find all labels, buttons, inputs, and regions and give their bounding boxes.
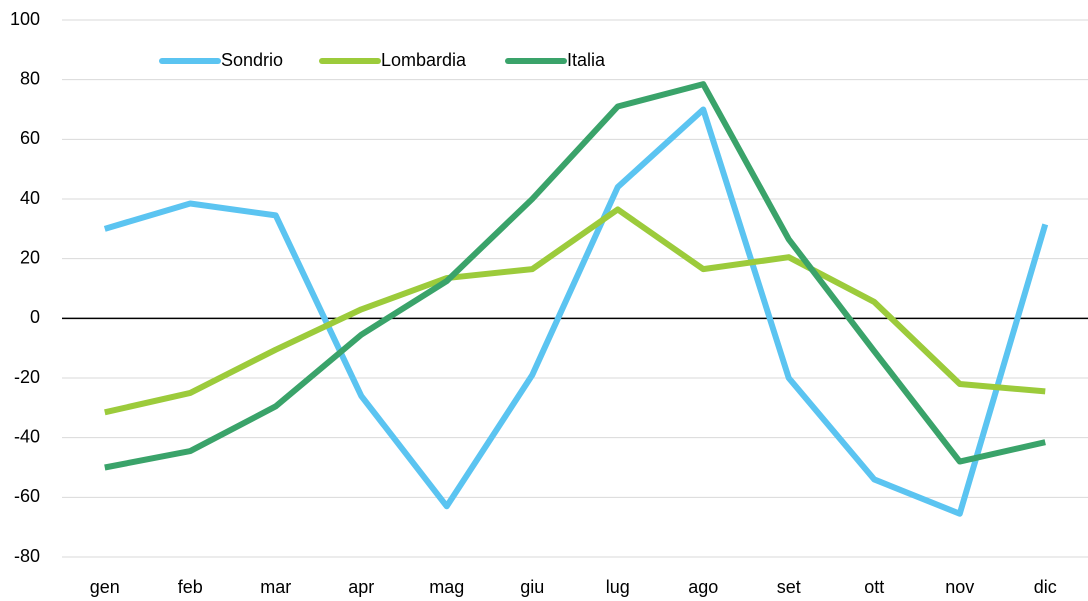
x-tick-label: giu xyxy=(520,577,544,597)
x-tick-label: ago xyxy=(688,577,718,597)
x-tick-label: gen xyxy=(90,577,120,597)
x-tick-label: lug xyxy=(606,577,630,597)
series-line xyxy=(104,206,1046,416)
x-tick-label: nov xyxy=(945,577,974,597)
x-tick-label: feb xyxy=(178,577,203,597)
y-tick-label: 20 xyxy=(20,247,40,267)
legend-label: Italia xyxy=(567,50,606,70)
x-tick-label: mag xyxy=(429,577,464,597)
y-tick-label: -40 xyxy=(14,426,40,446)
series-line xyxy=(103,106,1049,517)
y-tick-label: 0 xyxy=(30,307,40,327)
x-tick-label: mar xyxy=(260,577,291,597)
y-tick-label: -80 xyxy=(14,546,40,566)
x-tick-label: ott xyxy=(864,577,884,597)
x-tick-label: dic xyxy=(1034,577,1057,597)
y-tick-label: 60 xyxy=(20,128,40,148)
y-tick-label: 80 xyxy=(20,68,40,88)
y-tick-label: 100 xyxy=(10,9,40,29)
x-tick-label: set xyxy=(777,577,801,597)
legend-label: Lombardia xyxy=(381,50,467,70)
x-tick-label: apr xyxy=(348,577,374,597)
y-tick-label: -60 xyxy=(14,486,40,506)
legend-label: Sondrio xyxy=(221,50,283,70)
series-line xyxy=(104,81,1046,471)
y-tick-label: 40 xyxy=(20,188,40,208)
y-tick-label: -20 xyxy=(14,367,40,387)
